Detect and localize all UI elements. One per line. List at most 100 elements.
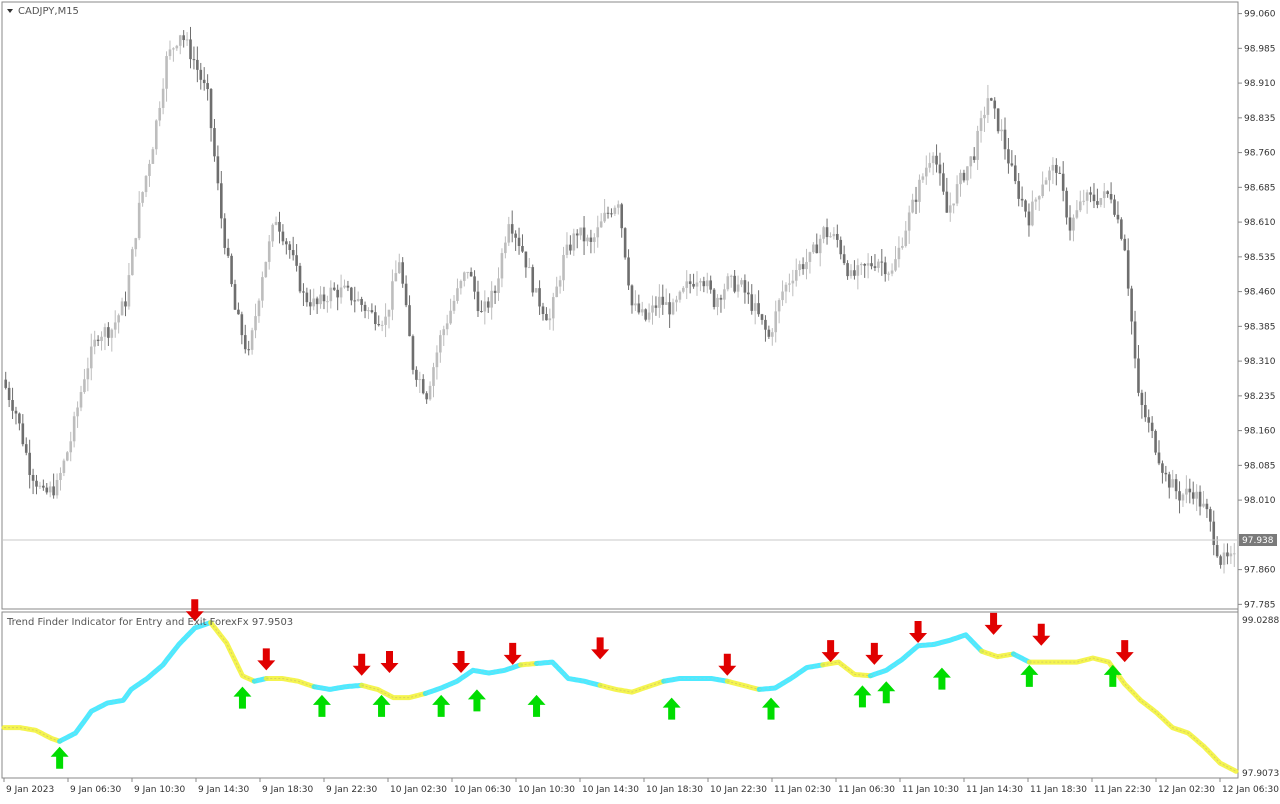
symbol-dropdown-icon[interactable]: [7, 9, 13, 13]
candle: [822, 225, 825, 244]
sell-arrow-icon: [591, 637, 610, 660]
candle: [76, 401, 79, 428]
candle: [565, 232, 569, 259]
candle: [476, 280, 480, 317]
candle: [1195, 484, 1198, 512]
candle: [514, 230, 517, 251]
candle: [449, 298, 452, 325]
candle: [48, 481, 52, 498]
candle: [322, 286, 326, 310]
candle: [1000, 119, 1003, 141]
candle: [302, 283, 305, 307]
candle: [616, 200, 620, 215]
candle: [1041, 171, 1044, 199]
candle: [428, 381, 432, 401]
candle: [285, 238, 288, 255]
candle: [168, 40, 172, 60]
candle: [110, 328, 114, 352]
candle: [445, 314, 449, 336]
candle: [640, 301, 644, 316]
candle: [404, 275, 408, 308]
candle: [1120, 217, 1123, 241]
candle: [883, 256, 887, 282]
candle: [517, 227, 521, 255]
candle: [504, 236, 507, 259]
candle: [688, 273, 692, 294]
candle: [935, 144, 938, 173]
candle: [877, 258, 880, 273]
y-tick-label: 98.760: [1244, 149, 1276, 159]
buy-arrow-icon: [1020, 664, 1039, 687]
candle: [1089, 186, 1092, 203]
candle: [610, 208, 613, 218]
candle: [230, 253, 233, 287]
candle: [196, 46, 199, 83]
candle: [377, 315, 381, 327]
candle: [319, 286, 322, 309]
candle: [637, 294, 641, 315]
candle: [96, 335, 100, 346]
candle: [131, 246, 134, 276]
downtrend-segment: [979, 648, 1016, 660]
sell-arrow-icon: [909, 621, 928, 644]
candle: [986, 84, 990, 123]
candle: [805, 248, 808, 280]
x-tick-label: 9 Jan 06:30: [70, 785, 122, 795]
candle: [1013, 155, 1017, 185]
candle: [887, 271, 890, 281]
candle: [247, 340, 250, 356]
indicator-layer: [1, 620, 1239, 774]
y-tick-label: 98.910: [1244, 79, 1276, 89]
candle: [326, 295, 329, 313]
candle: [528, 257, 531, 269]
candle: [702, 276, 706, 293]
candle: [137, 191, 141, 241]
candle: [11, 387, 14, 419]
candle: [305, 287, 309, 307]
candle: [202, 67, 206, 91]
candle: [907, 205, 911, 244]
candle: [801, 257, 805, 275]
candle: [510, 210, 514, 243]
candle: [976, 125, 979, 170]
candle: [726, 273, 730, 292]
candle: [880, 249, 884, 276]
buy-arrow-icon: [853, 685, 872, 708]
candle: [1188, 478, 1192, 504]
candle: [356, 291, 360, 302]
candle: [370, 303, 374, 314]
candle: [575, 229, 579, 249]
trend-segment-texture: [822, 661, 871, 677]
trend-segment-texture: [1029, 657, 1237, 772]
candle: [117, 313, 120, 334]
candle: [148, 159, 151, 187]
candle: [948, 192, 952, 222]
candle: [753, 294, 757, 325]
candle: [664, 288, 668, 305]
candle: [1219, 554, 1222, 569]
candle: [493, 285, 497, 304]
candle: [712, 288, 716, 310]
candle: [346, 280, 350, 292]
candle: [312, 288, 316, 311]
candle: [685, 270, 689, 300]
candle: [1123, 234, 1127, 252]
candle: [367, 307, 370, 320]
candle: [524, 251, 528, 278]
candle: [538, 280, 541, 315]
candle: [223, 213, 227, 255]
candle: [127, 263, 131, 310]
candle: [651, 295, 654, 325]
y-tick-label: 98.160: [1244, 427, 1276, 437]
candle: [1106, 190, 1109, 198]
candle: [579, 227, 582, 240]
candle: [842, 245, 846, 266]
trend-segment-texture: [599, 680, 664, 693]
candle: [705, 272, 709, 294]
candle: [182, 30, 185, 48]
candle: [859, 262, 863, 276]
candle: [825, 218, 829, 245]
candle: [784, 282, 788, 304]
candle: [699, 278, 702, 292]
